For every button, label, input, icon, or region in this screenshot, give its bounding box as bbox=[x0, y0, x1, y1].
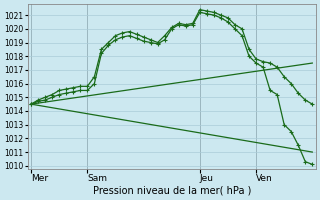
X-axis label: Pression niveau de la mer( hPa ): Pression niveau de la mer( hPa ) bbox=[92, 186, 251, 196]
